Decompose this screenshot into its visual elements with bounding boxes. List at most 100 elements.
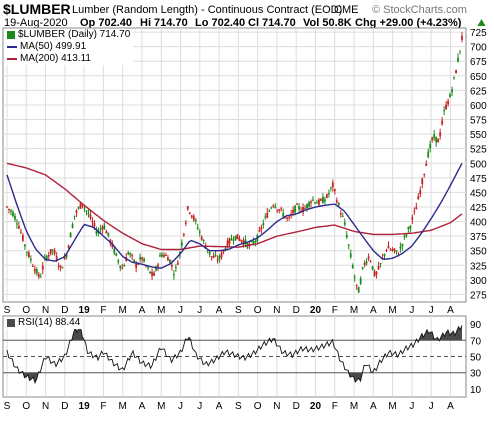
candle-body — [457, 57, 459, 62]
candle-body — [57, 265, 60, 267]
candle-body — [369, 261, 372, 263]
candle-body — [123, 265, 126, 267]
candle-body — [37, 274, 40, 278]
header-open: Op 702.40 — [80, 17, 132, 29]
candle-body — [250, 241, 253, 243]
candle-body — [260, 227, 263, 230]
price-y-tick-label: 325 — [470, 261, 487, 272]
candle-body — [385, 249, 388, 251]
candle-body — [353, 276, 356, 278]
rsi-x-tick-label: A — [139, 401, 146, 412]
candle-body — [107, 232, 110, 236]
price-y-tick-label: 450 — [470, 188, 487, 199]
candle-body — [320, 199, 322, 201]
candle-body — [371, 266, 374, 270]
price-x-tick-label: M — [350, 305, 358, 316]
price-x-tick-label: J — [178, 305, 183, 316]
candle-body — [429, 143, 432, 149]
candle-body — [8, 208, 10, 210]
candle-body — [244, 239, 247, 245]
header-low: Lo 702.40 — [195, 17, 246, 29]
candle-body — [147, 267, 149, 269]
price-y-tick-label: 425 — [470, 203, 487, 214]
candle-body — [433, 134, 436, 139]
price-x-tick-label: S — [235, 305, 242, 316]
candle-body — [262, 223, 265, 226]
price-legend: $LUMBER (Daily) 714.70 MA(50) 499.91 MA(… — [4, 29, 134, 65]
ma50-line — [6, 162, 463, 269]
candle-body — [318, 199, 320, 205]
candle-body — [63, 257, 66, 260]
candle-body — [254, 241, 257, 243]
price-x-tick-label: M — [119, 305, 127, 316]
candle-body — [445, 104, 448, 110]
candle-body — [105, 231, 108, 234]
rsi-x-tick-label: J — [429, 401, 434, 412]
candle-body — [192, 216, 195, 220]
candle-body — [383, 253, 386, 256]
rsi-y-tick-label: 90 — [470, 320, 482, 331]
price-x-tick-label: J — [197, 305, 202, 316]
candle-body — [65, 254, 68, 258]
header-close: Cl 714.70 — [248, 17, 296, 29]
candle-body — [33, 268, 36, 272]
candle-body — [274, 206, 277, 208]
price-y-tick-label: 400 — [470, 218, 487, 229]
price-y-tick-label: 475 — [470, 174, 487, 185]
candle-body — [393, 248, 396, 251]
candle-body — [325, 194, 328, 198]
ma50-line-icon — [7, 46, 17, 48]
candle-body — [264, 216, 267, 218]
candle-body — [312, 199, 314, 201]
price-x-tick-label: 19 — [79, 305, 91, 316]
candle-body — [367, 256, 370, 259]
candle-body — [45, 256, 48, 260]
legend-ma50: MA(50) 499.91 — [7, 41, 130, 53]
candle-body — [165, 254, 167, 256]
candle-body — [220, 252, 223, 258]
candle-body — [427, 151, 430, 158]
price-y-tick-label: 625 — [470, 86, 487, 97]
header-exchange: CME — [334, 4, 359, 16]
rsi-x-tick-label: 19 — [79, 401, 91, 412]
candle-body — [176, 262, 179, 265]
rsi-x-tick-label: M — [119, 401, 127, 412]
candle-body — [190, 215, 193, 217]
candle-body — [87, 213, 90, 215]
candle-body — [113, 248, 116, 254]
candle-body — [12, 212, 14, 217]
candle-body — [121, 268, 124, 270]
candle-body — [21, 235, 24, 241]
rsi-x-tick-label: D — [293, 401, 300, 412]
candle-body — [234, 235, 237, 241]
price-x-tick-label: F — [332, 305, 338, 316]
candle-body — [304, 208, 306, 210]
candle-body — [91, 220, 94, 223]
candle-body — [349, 253, 352, 258]
candle-body — [308, 201, 310, 207]
candle-body — [335, 200, 338, 203]
candle-body — [252, 241, 255, 244]
candle-body — [439, 132, 442, 137]
candle-body — [306, 204, 308, 209]
candle-body — [109, 239, 112, 244]
candle-body — [174, 266, 177, 268]
candle-body — [53, 250, 56, 254]
candle-body — [59, 265, 62, 268]
candle-body — [186, 206, 189, 210]
rsi-x-tick-label: N — [42, 401, 49, 412]
rsi-x-tick-label: A — [370, 401, 377, 412]
candle-body — [403, 235, 406, 237]
rsi-x-tick-label: J — [178, 401, 183, 412]
rsi-x-tick-label: M — [350, 401, 358, 412]
price-plot-area — [2, 27, 467, 303]
candle-body — [149, 271, 151, 274]
candle-body — [69, 232, 72, 238]
candle-body — [292, 209, 295, 214]
price-x-tick-label: F — [100, 305, 106, 316]
header-description: Lumber (Random Length) - Continuous Cont… — [72, 4, 343, 16]
ma200-line-icon — [7, 58, 17, 60]
header-volume: Vol 50.8K — [303, 17, 352, 29]
candle-body — [216, 259, 219, 261]
